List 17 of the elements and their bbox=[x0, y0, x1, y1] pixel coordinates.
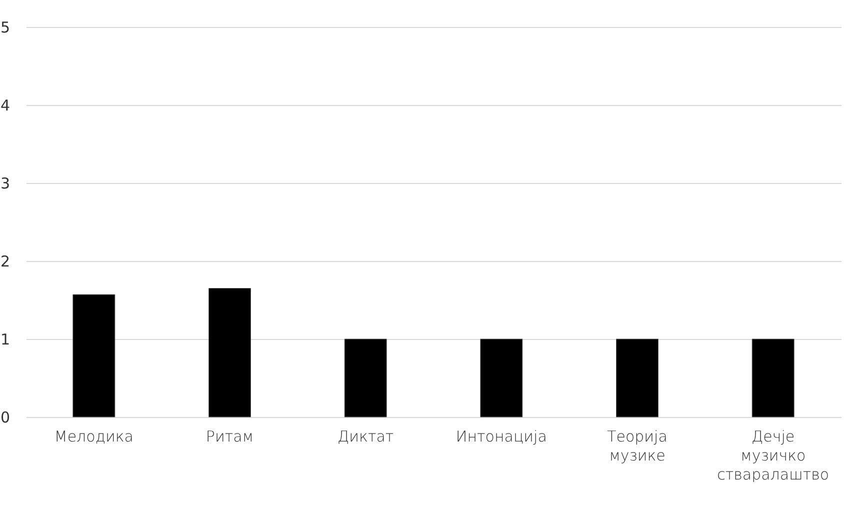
x-tick-label: Интонација bbox=[456, 428, 547, 446]
x-tick-label: Ритам bbox=[206, 428, 254, 446]
bar bbox=[616, 338, 658, 418]
x-tick-label: Теорија музике bbox=[607, 428, 668, 464]
bar bbox=[752, 338, 794, 418]
y-tick-label: 2 bbox=[0, 252, 10, 270]
x-tick-label: Диктат bbox=[338, 428, 394, 446]
y-tick-label: 3 bbox=[0, 174, 10, 192]
y-tick-label: 1 bbox=[0, 330, 10, 348]
y-tick-label: 0 bbox=[0, 408, 10, 426]
y-tick-label: 4 bbox=[0, 96, 10, 114]
bar bbox=[208, 288, 251, 418]
bar bbox=[344, 338, 387, 418]
y-tick-label: 5 bbox=[0, 18, 10, 36]
bar bbox=[72, 294, 116, 418]
bar bbox=[480, 338, 523, 418]
x-tick-label: Мелодика bbox=[54, 428, 134, 446]
